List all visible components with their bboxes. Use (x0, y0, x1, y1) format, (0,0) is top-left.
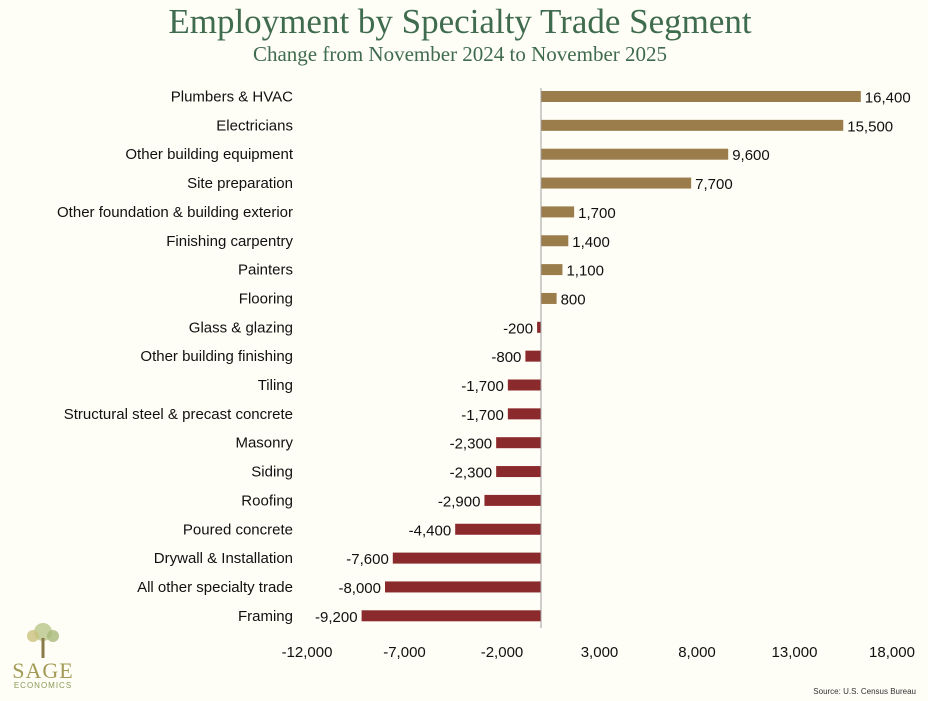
chart-title: Employment by Specialty Trade Segment (168, 2, 752, 41)
category-label: Masonry (235, 435, 293, 452)
data-label: -9,200 (315, 609, 358, 626)
data-label: 16,400 (865, 90, 911, 107)
x-tick-label: -12,000 (282, 644, 333, 661)
data-label: -200 (503, 320, 533, 337)
bar (541, 177, 692, 189)
data-label: -1,700 (461, 407, 504, 424)
bar (541, 91, 861, 102)
bar (484, 494, 541, 506)
bar (385, 581, 541, 593)
x-tick-label: 3,000 (581, 644, 619, 661)
data-label: 1,400 (572, 234, 610, 251)
bar (392, 552, 541, 564)
bar (541, 292, 557, 304)
category-label: Plumbers & HVAC (171, 89, 293, 106)
data-label: 7,700 (695, 176, 733, 193)
category-label: Other building finishing (140, 348, 293, 365)
bar (541, 148, 729, 160)
source-note: Source: U.S. Census Bureau (813, 687, 916, 696)
bar (537, 321, 541, 333)
x-tick-label: -7,000 (383, 644, 426, 661)
x-tick-label: 13,000 (772, 644, 818, 661)
category-label: Other building equipment (125, 146, 293, 163)
logo-name: SAGE (12, 658, 74, 683)
bar (496, 437, 541, 449)
x-tick-label: 18,000 (869, 644, 915, 661)
bar (496, 466, 541, 478)
tree-icon (27, 623, 59, 658)
data-label: -1,700 (461, 378, 504, 395)
x-tick-label: 8,000 (678, 644, 716, 661)
data-label: -2,900 (438, 493, 481, 510)
category-label: All other specialty trade (137, 579, 293, 596)
data-label: -7,600 (346, 551, 389, 568)
bar (455, 523, 541, 535)
chart-subtitle: Change from November 2024 to November 20… (252, 42, 668, 66)
data-label: 1,700 (578, 205, 616, 222)
x-tick-label: -2,000 (481, 644, 524, 661)
data-label: 1,100 (566, 263, 604, 280)
category-label: Other foundation & building exterior (57, 204, 293, 221)
data-label: 15,500 (847, 118, 893, 135)
category-label: Framing (238, 608, 293, 625)
category-label: Poured concrete (183, 521, 293, 538)
bar (541, 119, 844, 131)
data-label: -800 (491, 349, 521, 366)
category-label: Drywall & Installation (154, 550, 293, 567)
bar (507, 379, 541, 391)
bar (361, 610, 541, 622)
category-label: Siding (251, 464, 293, 481)
category-label: Electricians (216, 117, 293, 134)
category-label: Finishing carpentry (166, 233, 293, 250)
sage-economics-logo: SAGE ECONOMICS (8, 620, 78, 692)
data-label: -4,400 (409, 522, 452, 539)
category-label: Roofing (241, 492, 293, 509)
logo-subtitle: ECONOMICS (13, 681, 73, 690)
bar (525, 350, 541, 362)
category-label: Painters (238, 262, 293, 279)
data-label: -8,000 (338, 580, 381, 597)
data-label: 800 (561, 291, 586, 308)
data-label: -2,300 (450, 436, 493, 453)
bar (541, 235, 569, 247)
category-label: Flooring (239, 290, 293, 307)
category-label: Structural steel & precast concrete (64, 406, 293, 423)
data-label: -2,300 (450, 465, 493, 482)
category-label: Tiling (258, 377, 293, 394)
data-label: 9,600 (732, 147, 770, 164)
bar (507, 408, 541, 420)
category-label: Glass & glazing (189, 319, 293, 336)
bar (541, 264, 563, 276)
category-label: Site preparation (187, 175, 293, 192)
bar (541, 206, 575, 218)
